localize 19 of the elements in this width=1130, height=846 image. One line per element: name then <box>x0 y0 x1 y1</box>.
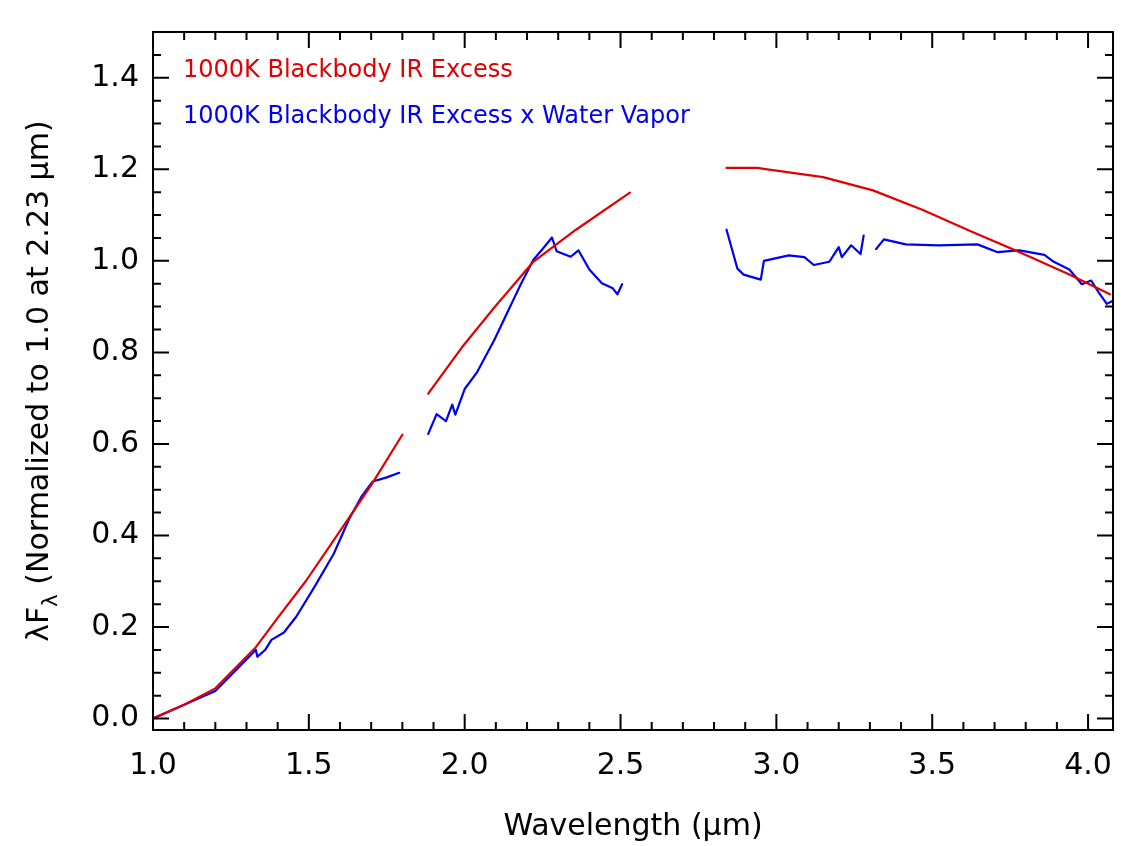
text: 1000K Blackbody IR Excess x Water Vapor <box>183 101 690 129</box>
y-axis-title: λFλ (Normalized to 1.0 at 2.23 μm) <box>20 120 62 642</box>
x-tick-label: 2.0 <box>440 745 489 781</box>
x-tick-label: 1.0 <box>129 745 177 781</box>
y-tick-label: 1.4 <box>91 57 139 93</box>
x-tick-label: 1.5 <box>284 745 333 781</box>
y-tick-label: 1.2 <box>91 149 139 185</box>
text: 1000K Blackbody IR Excess <box>183 55 513 83</box>
y-tick-label: 0.6 <box>91 423 139 459</box>
x-tick-label: 2.5 <box>596 745 645 781</box>
y-tick-label: 0.8 <box>91 332 139 368</box>
y-tick-label: 0.4 <box>91 515 139 551</box>
y-tick-label: 1.0 <box>91 240 139 276</box>
x-tick-label: 3.5 <box>908 745 957 781</box>
x-tick-label: 3.0 <box>752 745 801 781</box>
x-axis-title: Wavelength (μm) <box>503 807 763 842</box>
x-tick-label: 4.0 <box>1064 745 1112 781</box>
y-tick-label: 0.2 <box>91 606 139 642</box>
y-tick-label: 0.0 <box>91 698 139 734</box>
